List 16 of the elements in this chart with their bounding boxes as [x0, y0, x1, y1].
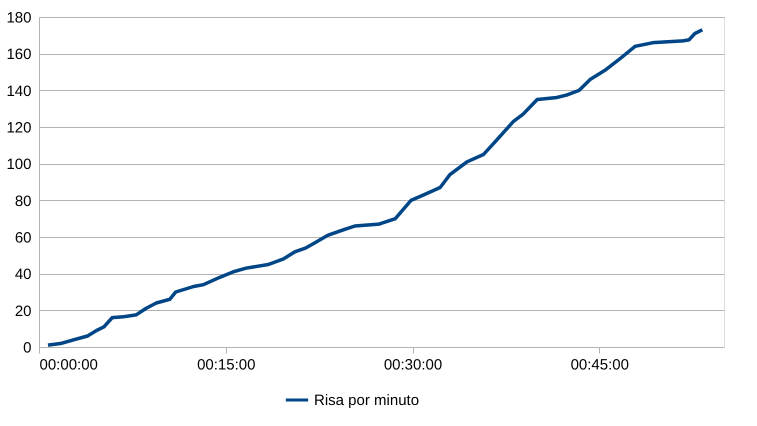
- y-tick-label: 40: [14, 266, 32, 284]
- y-tick-label: 80: [14, 192, 32, 210]
- y-tick-label: 140: [6, 82, 32, 100]
- y-tick-label: 60: [14, 230, 32, 246]
- y-tick-label: 120: [6, 120, 32, 136]
- x-tick-label: 00:00:00: [40, 356, 98, 374]
- x-tick-label: 00:45:00: [570, 356, 629, 374]
- x-tick-label: 00:30:00: [384, 356, 442, 374]
- line-series: [46, 28, 704, 347]
- y-tick-label: 20: [14, 302, 32, 320]
- y-tick-label: 100: [6, 156, 32, 174]
- y-tick-label: 0: [23, 340, 32, 356]
- x-tick-label: 00:15:00: [197, 356, 256, 374]
- y-tick-label: 160: [6, 46, 32, 64]
- legend-label: Risa por minuto: [314, 392, 420, 409]
- y-tick-label: 180: [6, 10, 32, 26]
